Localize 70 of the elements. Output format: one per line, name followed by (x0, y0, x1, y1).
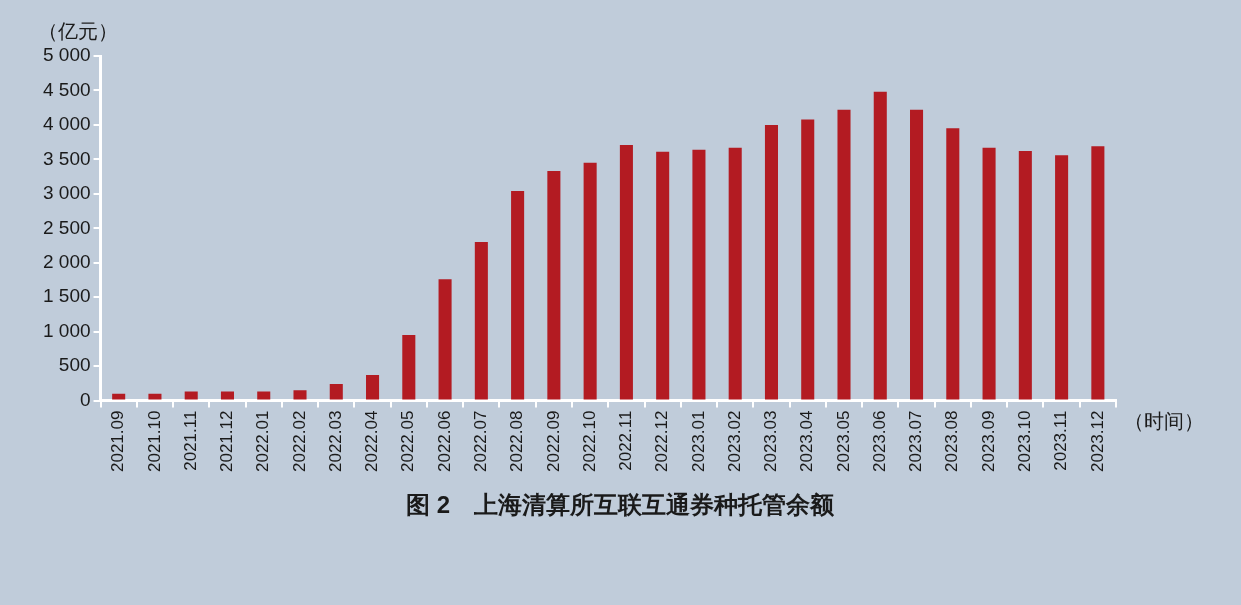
bar (329, 384, 343, 400)
y-tick-label: 2 000 (43, 250, 91, 272)
bar (764, 124, 778, 400)
x-tick-label: 2023.08 (942, 410, 962, 472)
x-tick-label: 2022.09 (543, 410, 563, 472)
bar (148, 393, 162, 400)
x-tick-label: 2023.09 (978, 410, 998, 472)
bar (619, 144, 633, 400)
x-tick-label: 2022.08 (507, 410, 527, 472)
x-tick-label: 2023.11 (1051, 410, 1071, 471)
y-tick-label: 3 500 (43, 147, 91, 169)
x-tick-label: 2022.05 (398, 410, 418, 472)
y-tick-label: 4 500 (43, 78, 91, 100)
bar (910, 109, 924, 400)
y-tick-label: 3 000 (43, 182, 91, 204)
bar (728, 147, 742, 400)
x-tick-label: 2023.12 (1087, 410, 1107, 472)
x-tick-label: 2023.02 (724, 410, 744, 472)
y-tick-label: 500 (58, 354, 91, 376)
bar (656, 151, 670, 400)
bar (1055, 155, 1069, 400)
x-tick-label: 2023.05 (833, 410, 853, 472)
bar (547, 171, 561, 400)
x-tick-label: 2021.11 (180, 410, 200, 471)
y-tick-label: 5 000 (43, 44, 91, 66)
x-tick-label: 2023.04 (797, 410, 817, 472)
x-tick-label: 2022.02 (289, 410, 309, 472)
text: 图 2 上海清算所互联互通券种托管余额 (405, 490, 836, 518)
x-tick-label: 2022.01 (253, 410, 273, 472)
bar (583, 162, 597, 400)
bar (1091, 146, 1105, 400)
x-tick-label: 2023.06 (869, 410, 889, 472)
x-tick-label: 2023.01 (688, 410, 708, 472)
y-tick-label: 2 500 (43, 216, 91, 238)
bar (946, 128, 960, 400)
x-tick-label: 2022.11 (616, 410, 636, 471)
bar (1018, 151, 1032, 400)
x-tick-label: 2021.10 (144, 410, 164, 472)
bar (474, 242, 488, 400)
bar (692, 149, 706, 400)
bar (511, 191, 525, 400)
bar (837, 109, 851, 400)
y-tick-label: 1 000 (43, 319, 91, 341)
bar (257, 391, 271, 400)
y-tick-label: 1 500 (43, 285, 91, 307)
x-tick-label: 2022.07 (471, 410, 491, 472)
y-tick-label: 0 (79, 388, 91, 410)
bar (184, 391, 198, 400)
x-tick-label: 2021.09 (108, 410, 128, 472)
bar (801, 119, 815, 400)
bar (293, 390, 307, 400)
x-tick-label: 2023.07 (906, 410, 926, 472)
x-tick-label: 2022.12 (652, 410, 672, 472)
x-tick-label: 2022.10 (579, 410, 599, 472)
bar (112, 393, 126, 400)
bar (873, 91, 887, 400)
x-axis-title: （时间） (1124, 410, 1204, 433)
x-tick-label: 2021.12 (217, 410, 237, 472)
x-tick-label: 2022.03 (325, 410, 345, 472)
y-axis-title: （亿元） (38, 19, 118, 42)
x-tick-label: 2023.10 (1015, 410, 1035, 472)
y-tick-label: 4 000 (43, 113, 91, 135)
x-tick-label: 2023.03 (761, 410, 781, 472)
bar (402, 335, 416, 400)
bar (220, 391, 235, 400)
bar (438, 279, 452, 400)
bar (366, 375, 380, 400)
x-tick-label: 2022.06 (434, 410, 454, 472)
x-tick-label: 2022.04 (362, 410, 382, 472)
bar (982, 147, 996, 400)
